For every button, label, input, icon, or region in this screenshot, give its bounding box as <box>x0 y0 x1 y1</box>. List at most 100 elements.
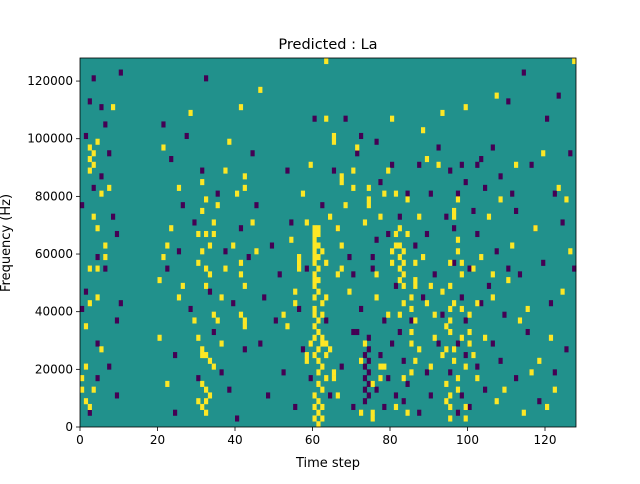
heatmap-cell-high <box>490 294 495 301</box>
heatmap-cell-high <box>413 282 418 289</box>
heatmap-cell-low <box>184 132 189 140</box>
heatmap-cell-high <box>312 323 317 330</box>
heatmap-cell-high <box>87 403 92 411</box>
heatmap-cell-high <box>312 311 317 318</box>
heatmap-cell-high <box>316 346 321 353</box>
heatmap-cell-low <box>552 369 557 376</box>
heatmap-cell-high <box>87 144 92 151</box>
heatmap-cell-low <box>103 265 108 272</box>
heatmap-cell-low <box>359 132 364 140</box>
heatmap-cell-high <box>250 219 255 226</box>
heatmap-cell-low <box>537 398 542 405</box>
heatmap-cell-low <box>366 334 371 341</box>
heatmap-cell-high <box>452 213 457 220</box>
heatmap-cell-low <box>362 352 368 359</box>
heatmap-cell-high <box>506 277 511 284</box>
heatmap-cell-low <box>281 369 286 376</box>
heatmap-cell-low <box>359 305 364 312</box>
heatmap-cell-high <box>316 409 321 416</box>
chart-title: Predicted : La <box>278 37 377 53</box>
heatmap-cell-high <box>165 380 170 387</box>
heatmap-cell-low <box>320 202 325 209</box>
heatmap-cell-low <box>250 150 255 157</box>
heatmap-cell-high <box>510 242 515 249</box>
x-axis-ticks: 0 20 40 60 80 100 120 <box>76 427 556 447</box>
heatmap-cell-high <box>421 127 426 134</box>
heatmap-cell-low <box>118 300 123 307</box>
heatmap-cell-high <box>479 254 484 261</box>
heatmap-cell-low <box>405 380 410 387</box>
heatmap-cell-high <box>331 369 337 376</box>
heatmap-cell-high <box>91 386 96 393</box>
heatmap-cell-high <box>448 305 453 312</box>
heatmap-cell-high <box>490 271 495 278</box>
heatmap-cell-high <box>382 190 387 197</box>
heatmap-cell-high <box>421 254 426 261</box>
heatmap-cell-low <box>397 328 402 336</box>
heatmap-cell-high <box>176 294 182 301</box>
heatmap-cell-high <box>242 317 247 324</box>
heatmap-cell-low <box>459 392 464 399</box>
heatmap-cell-high <box>335 392 340 399</box>
heatmap-cell-high <box>467 340 472 347</box>
heatmap-cell-high <box>409 305 414 312</box>
heatmap-cell-low <box>103 121 108 128</box>
heatmap-cell-high <box>545 403 550 411</box>
heatmap-cell-low <box>514 207 519 214</box>
heatmap-cell-high <box>188 109 193 116</box>
heatmap-cell-high <box>169 225 174 232</box>
heatmap-cell-high <box>312 282 317 289</box>
heatmap-cell-high <box>459 259 464 266</box>
heatmap-cell-high <box>494 92 499 99</box>
x-tick-label: 100 <box>456 433 479 447</box>
heatmap-cell-high <box>463 104 468 111</box>
heatmap-cell-high <box>401 248 406 255</box>
heatmap-cell-low <box>390 340 395 347</box>
heatmap-cell-low <box>328 392 333 399</box>
heatmap-cell-low <box>83 288 89 295</box>
heatmap-cell-high <box>316 369 321 376</box>
heatmap-cell-high <box>475 300 480 307</box>
heatmap-cell-high <box>351 167 356 174</box>
heatmap-cell-high <box>107 184 112 191</box>
x-tick-label: 0 <box>76 433 84 447</box>
heatmap-cell-high <box>308 340 313 347</box>
heatmap-cell-low <box>378 179 383 186</box>
heatmap-cell-high <box>339 242 344 249</box>
heatmap-cell-high <box>452 346 457 353</box>
heatmap-cell-high <box>242 173 247 180</box>
heatmap-cell-low <box>366 380 371 387</box>
heatmap-cell-low <box>254 202 259 209</box>
heatmap-cell-high <box>529 369 534 376</box>
heatmap-cell-high <box>362 340 368 347</box>
heatmap-cell-high <box>312 294 317 301</box>
heatmap-cell-low <box>362 363 368 370</box>
heatmap-cell-high <box>99 190 104 197</box>
heatmap-cell-high <box>494 398 499 405</box>
heatmap-background <box>80 58 576 427</box>
heatmap-cell-high <box>471 265 476 272</box>
heatmap-cell-high <box>335 271 340 278</box>
heatmap-cell-low <box>417 161 422 168</box>
heatmap-cell-low <box>238 225 244 232</box>
heatmap-cell-high <box>238 271 244 278</box>
heatmap-cell-high <box>258 86 263 93</box>
heatmap-cell-high <box>463 415 468 422</box>
heatmap-cell-high <box>417 213 422 220</box>
heatmap-cell-high <box>455 248 461 255</box>
heatmap-cell-high <box>320 340 325 347</box>
x-tick-label: 80 <box>382 433 397 447</box>
heatmap-cell-high <box>324 115 329 122</box>
heatmap-cell-high <box>312 415 317 422</box>
heatmap-cell-low <box>351 403 356 411</box>
heatmap-cell-high <box>320 334 325 341</box>
heatmap-cell-low <box>370 265 375 272</box>
heatmap-cell-high <box>401 300 406 307</box>
heatmap-cell-high <box>390 248 395 255</box>
heatmap-cell-high <box>316 225 321 232</box>
heatmap-cell-low <box>455 190 461 197</box>
heatmap-cell-low <box>564 346 569 353</box>
heatmap-cell-low <box>521 69 526 76</box>
heatmap-cell-low <box>463 179 468 186</box>
heatmap-cell-high <box>238 311 244 318</box>
